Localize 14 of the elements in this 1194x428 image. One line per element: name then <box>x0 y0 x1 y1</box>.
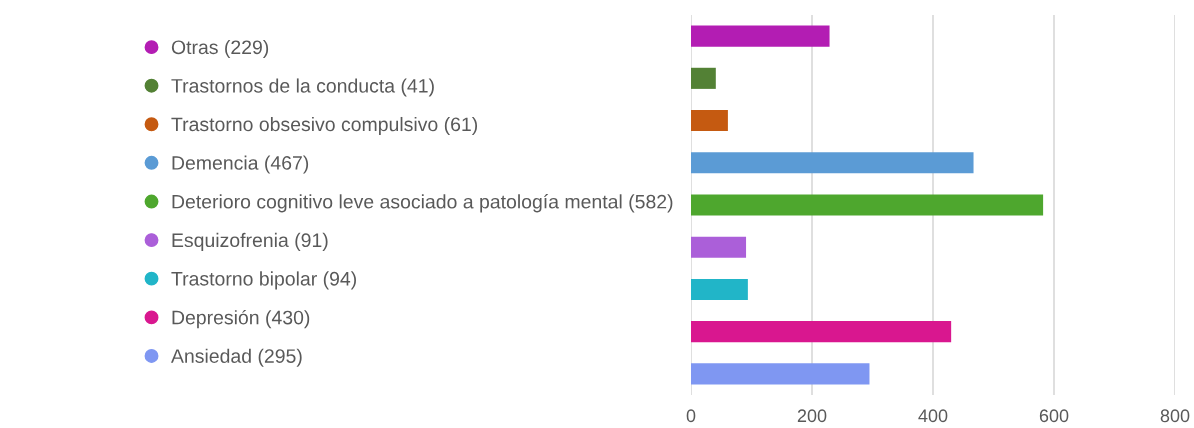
x-tick-label: 0 <box>686 409 696 423</box>
legend-label: Ansiedad (295) <box>171 348 302 367</box>
legend-label: Otras (229) <box>171 39 269 58</box>
x-tick-label: 400 <box>918 409 948 423</box>
x-tick-label: 200 <box>797 409 827 423</box>
legend-label: Deterioro cognitivo leve asociado a patología mental (582) <box>172 194 673 213</box>
x-tick-label: 800 <box>1160 409 1190 423</box>
legend-label: Trastorno obsesivo compulsivo (61) <box>171 116 478 136</box>
legend-label: Esquizofrenia (91) <box>172 232 328 251</box>
x-tick-label: 600 <box>1039 409 1069 423</box>
legend-label: Trastornos de la conducta (41) <box>171 78 434 97</box>
legend-label: Demencia (467) <box>172 155 309 174</box>
legend-label: Depresión (430) <box>172 309 310 329</box>
legend-label: Trastorno bipolar (94) <box>171 271 356 290</box>
